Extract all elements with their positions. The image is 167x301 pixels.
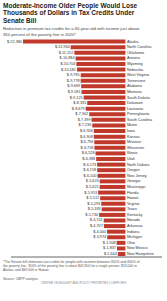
svg-text:$-1,644: $-1,644 bbox=[104, 252, 117, 256]
svg-text:$-6,173: $-6,173 bbox=[83, 162, 96, 166]
svg-text:Arkansas: Arkansas bbox=[127, 224, 143, 228]
svg-text:$-9,581: $-9,581 bbox=[68, 90, 81, 94]
svg-text:Michigan: Michigan bbox=[127, 235, 142, 239]
svg-text:Illinois: Illinois bbox=[127, 151, 138, 155]
svg-text:$-10,884: $-10,884 bbox=[60, 56, 75, 60]
html-text:Reduction in premium tax credi: Reduction in premium tax credits for a 6… bbox=[3, 26, 140, 37]
svg-text:West Virginia: West Virginia bbox=[127, 73, 150, 77]
svg-text:Pennsylvania: Pennsylvania bbox=[127, 112, 150, 116]
svg-text:Tennessee: Tennessee bbox=[127, 79, 145, 83]
svg-text:Indiana: Indiana bbox=[127, 230, 140, 234]
svg-text:New Mexico: New Mexico bbox=[127, 246, 148, 250]
svg-text:$-6,100: $-6,100 bbox=[84, 174, 97, 178]
svg-text:$-7,902: $-7,902 bbox=[75, 112, 88, 116]
svg-text:Georgia: Georgia bbox=[127, 179, 141, 183]
svg-text:$-5,953: $-5,953 bbox=[84, 190, 97, 194]
svg-text:$-10,704: $-10,704 bbox=[60, 62, 75, 66]
svg-text:Virginia: Virginia bbox=[127, 202, 140, 206]
svg-text:$-8,679: $-8,679 bbox=[72, 107, 85, 111]
svg-text:Maine: Maine bbox=[127, 123, 137, 127]
svg-text:$-7,236: $-7,236 bbox=[78, 123, 91, 127]
svg-text:$-6,388: $-6,388 bbox=[82, 157, 95, 161]
svg-text:$-4,741: $-4,741 bbox=[90, 218, 103, 222]
svg-text:Delaware: Delaware bbox=[127, 101, 143, 105]
svg-text:New Hampshire: New Hampshire bbox=[127, 252, 154, 256]
svg-text:Kansas: Kansas bbox=[127, 135, 140, 139]
svg-text:$-8,335: $-8,335 bbox=[73, 101, 86, 105]
svg-text:Texas: Texas bbox=[127, 207, 137, 211]
svg-text:$-4,707: $-4,707 bbox=[90, 224, 103, 228]
svg-text:North Dakota: North Dakota bbox=[127, 162, 150, 166]
svg-text:Oregon: Oregon bbox=[127, 168, 140, 172]
svg-text:Alabama: Alabama bbox=[127, 84, 143, 88]
svg-text:$-9,669: $-9,669 bbox=[67, 84, 80, 88]
html-text:Moderate-Income Older People W: Moderate-Income Older People Would Lose … bbox=[3, 2, 138, 24]
svg-text:Nevada: Nevada bbox=[127, 218, 141, 222]
svg-text:Wisconsin: Wisconsin bbox=[127, 146, 144, 150]
svg-text:Arizona: Arizona bbox=[127, 56, 141, 60]
svg-text:$-22,380: $-22,380 bbox=[8, 40, 22, 44]
svg-text:South Dakota: South Dakota bbox=[127, 95, 151, 99]
svg-text:$-7,399: $-7,399 bbox=[78, 118, 91, 122]
svg-text:$-11,964: $-11,964 bbox=[55, 45, 70, 49]
svg-text:$-5,512: $-5,512 bbox=[86, 196, 99, 200]
svg-text:$-11,152: $-11,152 bbox=[59, 51, 74, 55]
svg-text:Oklahoma: Oklahoma bbox=[127, 51, 145, 55]
svg-text:Louisiana: Louisiana bbox=[127, 107, 144, 111]
svg-text:Hawaii: Hawaii bbox=[127, 196, 139, 200]
svg-text:$-6,758: $-6,758 bbox=[81, 146, 94, 150]
svg-text:$-9,125: $-9,125 bbox=[70, 95, 83, 99]
svg-text:$-1,837: $-1,837 bbox=[103, 246, 116, 250]
svg-text:New Jersey: New Jersey bbox=[127, 174, 147, 178]
svg-text:North Carolina: North Carolina bbox=[127, 45, 152, 49]
svg-text:$-5,730: $-5,730 bbox=[85, 213, 98, 217]
svg-text:$-5,623: $-5,623 bbox=[86, 179, 99, 183]
svg-text:Missouri: Missouri bbox=[127, 140, 141, 144]
svg-text:$-5,293: $-5,293 bbox=[87, 202, 100, 206]
svg-text:$-9,778: $-9,778 bbox=[67, 79, 80, 83]
svg-text:$-6,158: $-6,158 bbox=[83, 168, 96, 172]
svg-text:$-9,765: $-9,765 bbox=[67, 73, 80, 77]
svg-text:Mississippi: Mississippi bbox=[127, 185, 146, 189]
svg-text:Iowa: Iowa bbox=[127, 129, 136, 133]
svg-text:Florida: Florida bbox=[127, 190, 139, 194]
svg-text:$-6,528: $-6,528 bbox=[82, 151, 95, 155]
svg-text:Utah: Utah bbox=[127, 157, 135, 161]
svg-text:$-6,796: $-6,796 bbox=[80, 140, 93, 144]
svg-text:Nebraska: Nebraska bbox=[127, 67, 144, 71]
svg-text:Ohio: Ohio bbox=[127, 241, 135, 245]
svg-text:South Carolina: South Carolina bbox=[127, 118, 153, 122]
svg-text:$-3,974: $-3,974 bbox=[93, 235, 106, 239]
svg-text:$-4,000: $-4,000 bbox=[93, 230, 106, 234]
svg-text:$-10,581: $-10,581 bbox=[61, 67, 76, 71]
html-text:CENTER ON BUDGET AND POLICY PR: CENTER ON BUDGET AND POLICY PRIORITIES |… bbox=[40, 281, 127, 286]
svg-text:$-5,621: $-5,621 bbox=[86, 185, 99, 189]
svg-text:Wyoming: Wyoming bbox=[127, 62, 143, 66]
svg-text:Montana: Montana bbox=[127, 90, 143, 94]
svg-text:$-1,908: $-1,908 bbox=[103, 241, 116, 245]
svg-text:$-6,906: $-6,906 bbox=[80, 129, 93, 133]
svg-text:Kentucky: Kentucky bbox=[127, 213, 143, 217]
svg-text:$-6,908: $-6,908 bbox=[80, 135, 93, 139]
svg-text:$-5,183: $-5,183 bbox=[88, 207, 101, 211]
html-text:*The Senate bill eliminates ta: *The Senate bill eliminates tax credits … bbox=[3, 259, 140, 281]
svg-text:Alaska: Alaska bbox=[127, 40, 139, 44]
